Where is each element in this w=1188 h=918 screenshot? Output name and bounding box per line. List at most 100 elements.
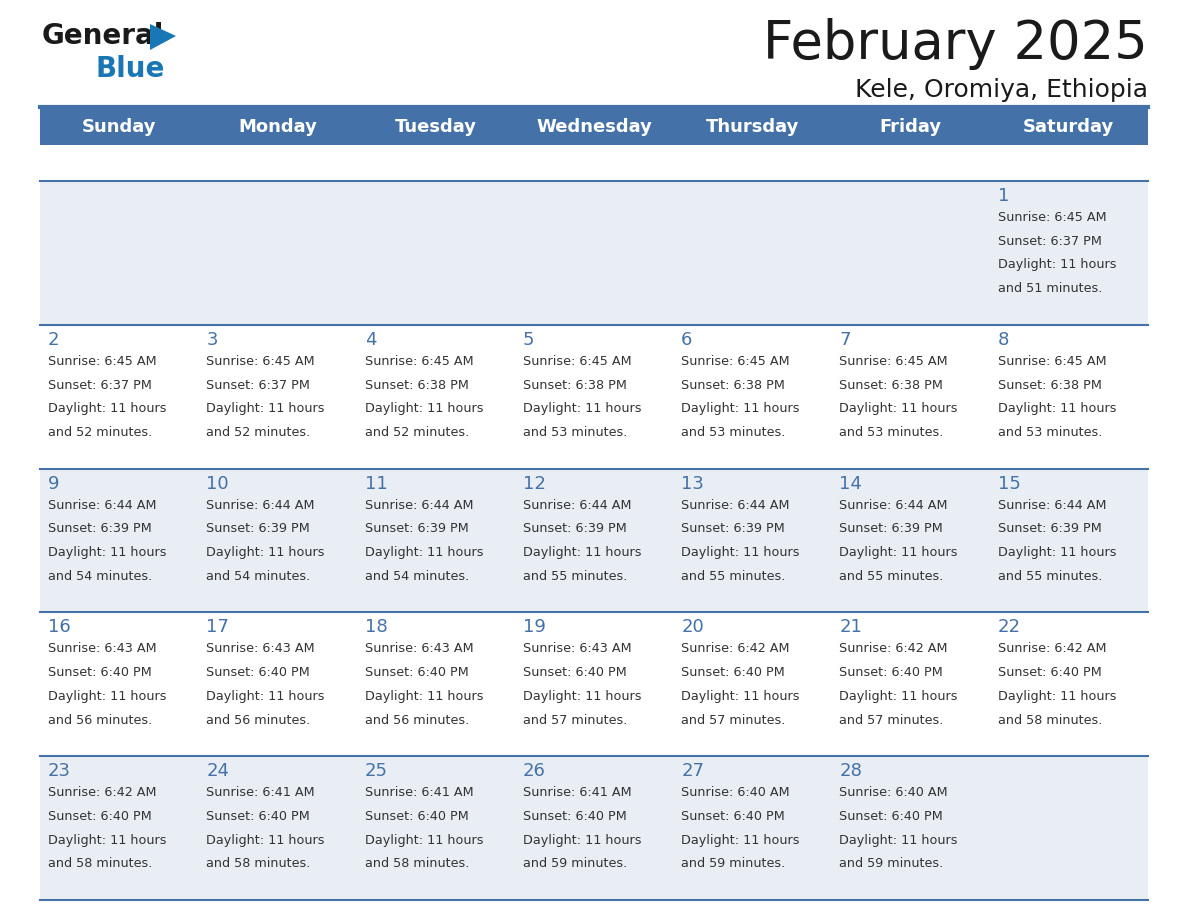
Text: and 54 minutes.: and 54 minutes. — [207, 570, 310, 583]
Text: Daylight: 11 hours: Daylight: 11 hours — [840, 546, 958, 559]
Text: Sunset: 6:40 PM: Sunset: 6:40 PM — [998, 666, 1101, 679]
Text: and 53 minutes.: and 53 minutes. — [523, 426, 627, 439]
Text: and 52 minutes.: and 52 minutes. — [365, 426, 469, 439]
Text: Daylight: 11 hours: Daylight: 11 hours — [681, 546, 800, 559]
Text: and 57 minutes.: and 57 minutes. — [523, 713, 627, 726]
Text: and 55 minutes.: and 55 minutes. — [998, 570, 1102, 583]
Text: 28: 28 — [840, 762, 862, 780]
Text: Sunrise: 6:45 AM: Sunrise: 6:45 AM — [681, 354, 790, 368]
Text: and 59 minutes.: and 59 minutes. — [523, 857, 627, 870]
Text: Kele, Oromiya, Ethiopia: Kele, Oromiya, Ethiopia — [855, 78, 1148, 102]
Text: Daylight: 11 hours: Daylight: 11 hours — [207, 834, 324, 846]
Text: Sunset: 6:39 PM: Sunset: 6:39 PM — [840, 522, 943, 535]
Text: Sunrise: 6:44 AM: Sunrise: 6:44 AM — [840, 498, 948, 511]
Text: and 58 minutes.: and 58 minutes. — [998, 713, 1102, 726]
Text: Daylight: 11 hours: Daylight: 11 hours — [365, 402, 484, 415]
Text: 5: 5 — [523, 330, 535, 349]
Text: and 56 minutes.: and 56 minutes. — [207, 713, 310, 726]
Text: Daylight: 11 hours: Daylight: 11 hours — [48, 402, 166, 415]
Text: Wednesday: Wednesday — [536, 118, 652, 136]
Text: Daylight: 11 hours: Daylight: 11 hours — [998, 402, 1117, 415]
Text: Sunrise: 6:44 AM: Sunrise: 6:44 AM — [998, 498, 1106, 511]
Text: and 57 minutes.: and 57 minutes. — [681, 713, 785, 726]
Text: Sunset: 6:39 PM: Sunset: 6:39 PM — [998, 522, 1101, 535]
Text: Daylight: 11 hours: Daylight: 11 hours — [523, 546, 642, 559]
Text: 13: 13 — [681, 475, 704, 493]
Text: 17: 17 — [207, 619, 229, 636]
Text: Sunset: 6:37 PM: Sunset: 6:37 PM — [998, 235, 1101, 248]
Text: Thursday: Thursday — [706, 118, 800, 136]
Text: Sunrise: 6:41 AM: Sunrise: 6:41 AM — [523, 786, 632, 800]
Text: and 54 minutes.: and 54 minutes. — [365, 570, 469, 583]
Text: Sunrise: 6:45 AM: Sunrise: 6:45 AM — [207, 354, 315, 368]
Text: Sunset: 6:40 PM: Sunset: 6:40 PM — [681, 666, 785, 679]
Text: and 51 minutes.: and 51 minutes. — [998, 282, 1102, 296]
Text: Daylight: 11 hours: Daylight: 11 hours — [365, 834, 484, 846]
Text: Daylight: 11 hours: Daylight: 11 hours — [523, 689, 642, 703]
Text: 23: 23 — [48, 762, 71, 780]
Text: Sunrise: 6:42 AM: Sunrise: 6:42 AM — [681, 643, 790, 655]
Text: Sunrise: 6:44 AM: Sunrise: 6:44 AM — [48, 498, 157, 511]
Text: Sunrise: 6:44 AM: Sunrise: 6:44 AM — [365, 498, 473, 511]
Text: 4: 4 — [365, 330, 377, 349]
Text: Sunday: Sunday — [82, 118, 157, 136]
Text: and 56 minutes.: and 56 minutes. — [48, 713, 152, 726]
Text: and 58 minutes.: and 58 minutes. — [365, 857, 469, 870]
Text: 2: 2 — [48, 330, 59, 349]
Text: Sunset: 6:40 PM: Sunset: 6:40 PM — [840, 666, 943, 679]
Text: Sunset: 6:40 PM: Sunset: 6:40 PM — [840, 810, 943, 823]
Text: Sunset: 6:38 PM: Sunset: 6:38 PM — [681, 378, 785, 391]
Bar — [40, 468, 1148, 612]
Text: Sunrise: 6:45 AM: Sunrise: 6:45 AM — [998, 354, 1106, 368]
Text: 6: 6 — [681, 330, 693, 349]
Text: Daylight: 11 hours: Daylight: 11 hours — [998, 259, 1117, 272]
Text: Sunset: 6:37 PM: Sunset: 6:37 PM — [207, 378, 310, 391]
Text: and 52 minutes.: and 52 minutes. — [48, 426, 152, 439]
Text: Sunset: 6:40 PM: Sunset: 6:40 PM — [523, 810, 626, 823]
Text: February 2025: February 2025 — [763, 18, 1148, 70]
Text: 27: 27 — [681, 762, 704, 780]
Polygon shape — [150, 24, 176, 50]
Text: Sunset: 6:40 PM: Sunset: 6:40 PM — [48, 810, 152, 823]
Text: and 59 minutes.: and 59 minutes. — [840, 857, 943, 870]
Text: Sunset: 6:39 PM: Sunset: 6:39 PM — [681, 522, 785, 535]
Text: Daylight: 11 hours: Daylight: 11 hours — [681, 689, 800, 703]
Text: Sunset: 6:39 PM: Sunset: 6:39 PM — [365, 522, 468, 535]
Text: Sunrise: 6:44 AM: Sunrise: 6:44 AM — [523, 498, 631, 511]
Text: and 53 minutes.: and 53 minutes. — [840, 426, 943, 439]
Text: 7: 7 — [840, 330, 851, 349]
Text: General: General — [42, 22, 164, 50]
Text: Sunset: 6:40 PM: Sunset: 6:40 PM — [523, 666, 626, 679]
Bar — [40, 612, 1148, 756]
Text: and 54 minutes.: and 54 minutes. — [48, 570, 152, 583]
Bar — [40, 756, 1148, 900]
Text: Sunrise: 6:43 AM: Sunrise: 6:43 AM — [48, 643, 157, 655]
Text: and 58 minutes.: and 58 minutes. — [48, 857, 152, 870]
Text: Sunset: 6:39 PM: Sunset: 6:39 PM — [523, 522, 626, 535]
Text: Daylight: 11 hours: Daylight: 11 hours — [207, 546, 324, 559]
Text: Sunrise: 6:45 AM: Sunrise: 6:45 AM — [840, 354, 948, 368]
Text: Sunset: 6:38 PM: Sunset: 6:38 PM — [365, 378, 468, 391]
Text: Sunrise: 6:45 AM: Sunrise: 6:45 AM — [523, 354, 632, 368]
Text: 26: 26 — [523, 762, 545, 780]
Text: Sunset: 6:40 PM: Sunset: 6:40 PM — [207, 666, 310, 679]
Text: 20: 20 — [681, 619, 704, 636]
Text: Daylight: 11 hours: Daylight: 11 hours — [207, 402, 324, 415]
Text: and 58 minutes.: and 58 minutes. — [207, 857, 310, 870]
Text: Sunrise: 6:41 AM: Sunrise: 6:41 AM — [365, 786, 473, 800]
Text: 25: 25 — [365, 762, 387, 780]
Text: 8: 8 — [998, 330, 1009, 349]
Text: Sunset: 6:39 PM: Sunset: 6:39 PM — [48, 522, 152, 535]
Text: 12: 12 — [523, 475, 545, 493]
Bar — [40, 181, 1148, 325]
Text: Sunset: 6:38 PM: Sunset: 6:38 PM — [523, 378, 627, 391]
Text: 9: 9 — [48, 475, 59, 493]
Text: Sunset: 6:38 PM: Sunset: 6:38 PM — [840, 378, 943, 391]
Text: and 53 minutes.: and 53 minutes. — [998, 426, 1102, 439]
Text: Daylight: 11 hours: Daylight: 11 hours — [998, 546, 1117, 559]
Text: 11: 11 — [365, 475, 387, 493]
Text: Sunrise: 6:42 AM: Sunrise: 6:42 AM — [48, 786, 157, 800]
Text: Friday: Friday — [879, 118, 942, 136]
Text: 18: 18 — [365, 619, 387, 636]
Text: Sunrise: 6:45 AM: Sunrise: 6:45 AM — [48, 354, 157, 368]
